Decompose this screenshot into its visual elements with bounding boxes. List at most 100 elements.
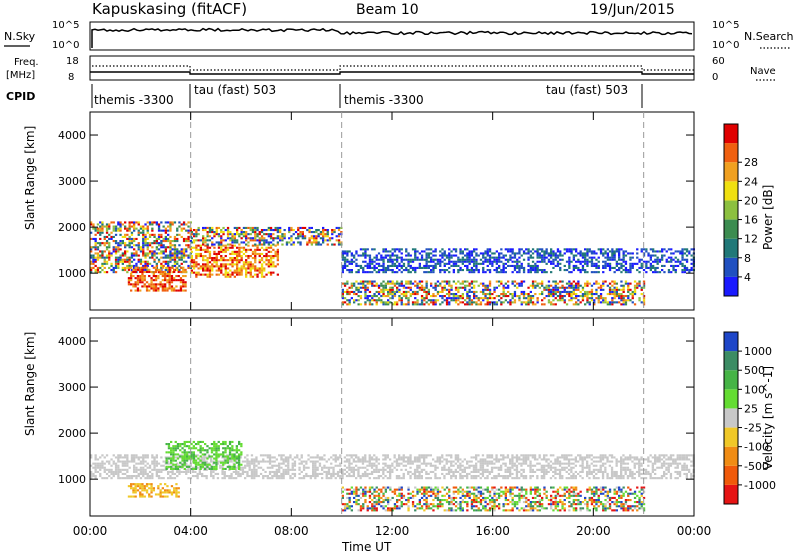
echo-cell [558,472,562,475]
echo-cell [254,244,257,247]
echo-cell [161,279,164,282]
echo-cell [124,460,127,463]
echo-cell [202,226,205,229]
echo-cell [162,256,165,259]
echo-cell [470,254,474,257]
echo-cell [586,282,589,285]
echo-cell [250,462,254,465]
echo-cell [529,464,532,467]
echo-cell [622,260,625,263]
echo-cell [155,246,158,249]
echo-cell [210,464,213,467]
echo-cell [182,256,186,259]
echo-cell [520,454,523,457]
echo-cell [204,250,207,253]
echo-cell [343,468,346,471]
echo-cell [493,286,496,289]
echo-cell [126,260,129,263]
echo-cell [545,472,548,475]
echo-cell [164,240,167,243]
echo-cell [336,470,340,473]
echo-cell [563,454,566,457]
echo-cell [586,262,589,265]
echo-cell [411,269,415,272]
echo-cell [210,472,213,475]
echo-cell [368,301,372,304]
echo-cell [439,262,442,265]
echo-cell [173,240,177,243]
echo-cell [220,244,223,247]
echo-cell [146,225,149,228]
echo-cell [382,468,385,471]
echo-cell [112,475,115,478]
echo-cell [541,282,544,285]
echo-cell [287,472,290,475]
echo-cell [169,242,172,245]
echo-cell [217,226,221,229]
echo-cell [269,255,273,258]
nave-tick-bottom: 0 [712,72,718,83]
echo-cell [171,248,174,251]
echo-cell [230,475,233,478]
echo-cell [265,255,268,258]
echo-cell [520,301,523,304]
echo-cell [420,477,423,480]
echo-cell [382,269,385,272]
echo-cell [130,460,134,463]
echo-cell [427,254,430,257]
echo-cell [364,295,367,298]
echo-cell [504,477,507,480]
echo-cell [445,288,449,291]
echo-cell [272,265,275,268]
echo-cell [527,456,530,459]
echo-cell [155,464,158,467]
echo-cell [475,258,478,261]
echo-cell [148,283,151,286]
echo-cell [137,233,140,236]
echo-cell [586,284,589,287]
echo-cell [231,263,234,266]
echo-cell [513,264,517,267]
echo-cell [529,299,532,302]
echo-cell [486,269,489,272]
echo-cell [357,286,360,289]
echo-cell [518,456,521,459]
echo-cell [375,258,378,261]
echo-cell [164,287,167,290]
echo-cell [502,284,505,287]
echo-cell [599,468,602,471]
echo-cell [139,250,143,253]
echo-cell [418,280,421,283]
echo-cell [516,282,519,285]
echo-cell [495,286,498,289]
echo-cell [370,466,374,469]
echo-cell [416,456,419,459]
echo-cell [124,233,127,236]
echo-cell [195,273,198,276]
echo-cell [130,221,134,224]
echo-cell [398,284,401,287]
echo-cell [348,464,351,467]
echo-cell [184,275,187,278]
echo-cell [407,269,410,272]
echo-cell [389,260,392,263]
echo-cell [242,231,246,234]
echo-cell [142,231,145,234]
echo-cell [128,235,131,238]
echo-cell [484,288,487,291]
echo-cell [434,477,437,480]
echo-cell [359,477,362,480]
echo-cell [368,454,371,457]
echo-cell [256,269,259,272]
echo-cell [348,290,351,293]
echo-cell [182,237,186,240]
echo-cell [215,252,218,255]
echo-cell [565,290,569,293]
echo-cell [226,231,230,234]
echo-cell [313,235,316,238]
echo-cell [166,266,169,269]
echo-cell [153,462,156,465]
echo-cell [117,229,120,232]
echo-cell [364,280,367,283]
echo-cell [511,264,514,267]
